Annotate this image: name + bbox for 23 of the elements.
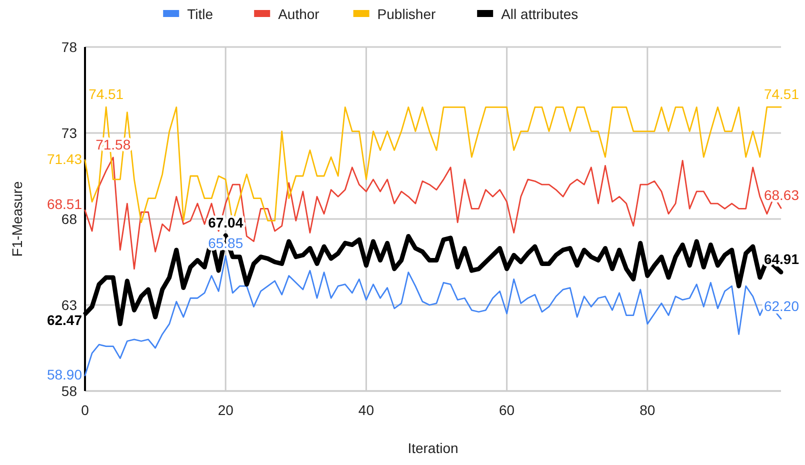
- y-tick-label: 78: [61, 39, 78, 55]
- y-tick-label: 68: [61, 211, 78, 227]
- x-tick-label: 60: [499, 402, 515, 418]
- data-label: 71.43: [46, 151, 82, 168]
- y-axis-title: F1-Measure: [9, 181, 25, 257]
- legend-label: Author: [278, 6, 320, 22]
- data-label: 68.51: [46, 196, 82, 212]
- y-tick-label: 73: [61, 125, 78, 141]
- data-label: 74.51: [764, 86, 800, 102]
- legend-label: All attributes: [501, 6, 578, 22]
- x-tick-label: 40: [358, 402, 374, 418]
- x-tick-label: 0: [81, 402, 90, 418]
- x-axis-title: Iteration: [408, 440, 458, 456]
- data-label: 74.51: [88, 86, 124, 102]
- y-tick-label: 63: [61, 297, 78, 313]
- data-label: 58.90: [46, 366, 82, 383]
- x-tick-label: 20: [218, 402, 234, 418]
- y-tick-label: 58: [61, 383, 78, 399]
- data-label: 68.63: [764, 187, 800, 204]
- legend-label: Publisher: [377, 6, 436, 22]
- legend-label: Title: [187, 6, 214, 22]
- data-label: 62.47: [46, 312, 82, 328]
- x-tick-label: 80: [640, 402, 656, 418]
